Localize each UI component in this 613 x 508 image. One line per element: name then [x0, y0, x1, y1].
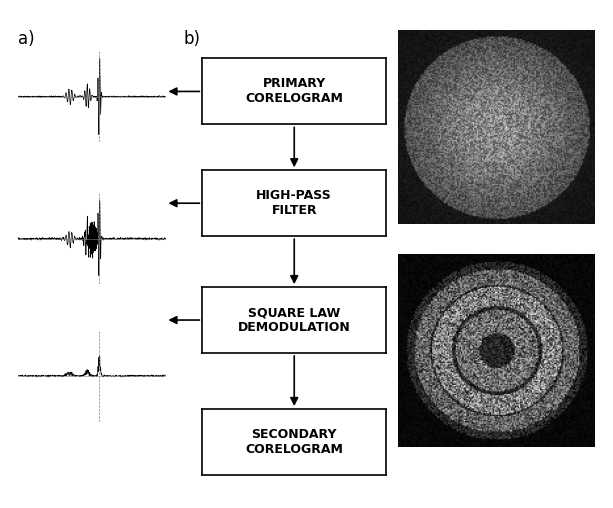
- Text: HIGH-PASS
FILTER: HIGH-PASS FILTER: [256, 189, 332, 217]
- Text: b): b): [184, 30, 201, 48]
- Text: SQUARE LAW
DEMODULATION: SQUARE LAW DEMODULATION: [238, 306, 351, 334]
- Text: SECONDARY
CORELOGRAM: SECONDARY CORELOGRAM: [245, 428, 343, 456]
- Text: c): c): [417, 30, 432, 48]
- Text: a): a): [18, 30, 35, 48]
- Text: PRIMARY
CORELOGRAM: PRIMARY CORELOGRAM: [245, 77, 343, 106]
